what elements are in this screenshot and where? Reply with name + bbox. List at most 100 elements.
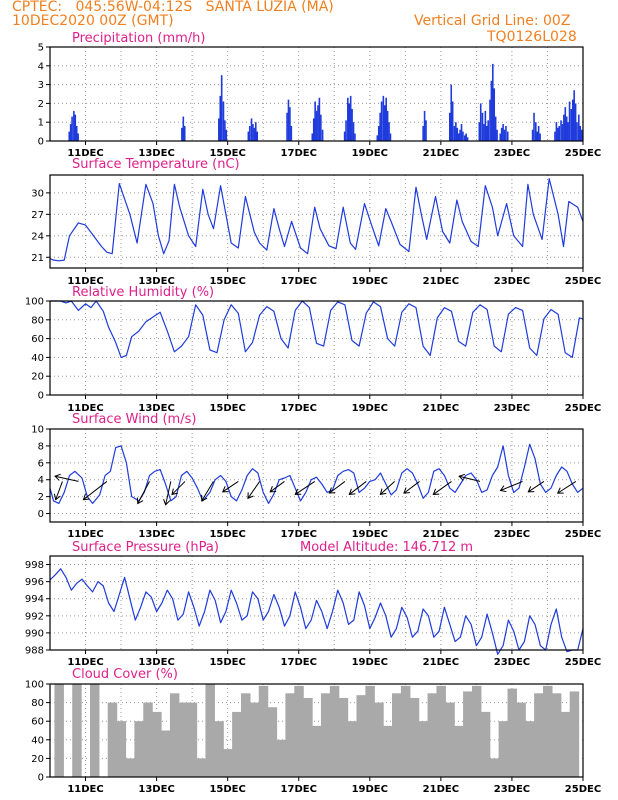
y-tick-label: 6	[38, 458, 44, 469]
precip-bar	[494, 116, 497, 141]
precip-bar	[377, 125, 380, 141]
x-tick-label: 25DEC	[565, 276, 601, 287]
x-tick-label: 15DEC	[209, 657, 245, 668]
precip-bar	[376, 135, 379, 141]
precip-bar	[499, 133, 502, 141]
precip-bar	[537, 125, 540, 141]
precip-bar	[75, 125, 78, 141]
wind-arrow	[171, 481, 186, 495]
x-tick-label: 17DEC	[281, 148, 317, 159]
precip-bar	[256, 131, 259, 141]
cloud-bar	[347, 721, 358, 777]
precip-bar	[460, 124, 463, 141]
wind-arrowhead	[136, 497, 144, 505]
precip-bar	[463, 135, 466, 141]
plot-frame	[49, 300, 584, 396]
y-tick-label: 80	[31, 698, 44, 709]
x-tick-label: 13DEC	[138, 529, 174, 540]
precip-bar	[502, 124, 504, 141]
wind-arrowhead	[163, 499, 171, 506]
precip-bar	[555, 122, 558, 141]
x-tick-label: 23DEC	[494, 403, 530, 414]
precip-bar	[312, 118, 315, 141]
precip-bar	[459, 129, 461, 141]
wind-arrow	[137, 481, 150, 504]
y-tick-label: 30	[31, 188, 44, 199]
cloud-bar	[409, 697, 420, 777]
pressure-line	[49, 568, 584, 655]
header-line1-right: Vertical Grid Line: 00Z	[414, 13, 571, 29]
precip-bar	[248, 125, 251, 141]
precip-bar	[320, 114, 322, 141]
precip-bar	[580, 129, 583, 141]
x-tick-label: 25DEC	[565, 657, 601, 668]
cloud-bar	[400, 685, 411, 777]
x-tick-label: 11DEC	[67, 657, 103, 668]
precip-bar	[380, 101, 383, 141]
precip-bar	[455, 122, 457, 141]
precip-bar	[466, 137, 469, 141]
cloud-bar	[223, 749, 233, 777]
precip-bar	[457, 133, 460, 141]
model-altitude-annotation: Model Altitude: 146.712 m	[300, 540, 473, 555]
wind-arrow	[459, 475, 481, 482]
cloud-bar	[551, 693, 562, 777]
y-tick-label: 994	[25, 594, 44, 605]
precip-bar	[493, 88, 496, 141]
wind-arrow	[55, 481, 63, 500]
precip-bar	[576, 122, 578, 141]
precip-bar	[352, 122, 355, 141]
plot-frame	[49, 46, 584, 142]
y-tick-label: 988	[25, 646, 44, 657]
wind-arrow	[54, 475, 79, 482]
cloud-bar	[249, 702, 260, 777]
plot-frame	[49, 555, 584, 651]
precip-bar	[379, 112, 381, 141]
cloud-bar	[356, 695, 366, 777]
precip-bar	[383, 105, 386, 141]
wind-arrow	[201, 481, 214, 502]
precip-bar	[535, 122, 537, 141]
wind-arrowhead	[403, 487, 410, 494]
cloud-bar	[152, 711, 162, 777]
wind-arrowhead	[221, 486, 229, 493]
x-tick-label: 17DEC	[281, 276, 317, 287]
precip-bar	[485, 125, 488, 141]
precip-bar	[351, 109, 353, 141]
cloud-bar	[294, 685, 304, 777]
wind-arrow	[83, 481, 108, 501]
precip-bar	[453, 125, 456, 141]
cloud-bar	[196, 758, 207, 777]
wind-line	[49, 443, 584, 504]
cloud-bar	[365, 685, 375, 777]
cloud-bar	[534, 693, 544, 777]
precip-bar	[321, 129, 324, 141]
precip-bar	[354, 133, 356, 141]
cloud-bar	[329, 685, 340, 777]
precip-bar	[567, 122, 569, 141]
cloud-bar	[161, 730, 171, 777]
precip-bar	[252, 124, 254, 141]
cloud-bar	[178, 702, 189, 777]
x-tick-label: 23DEC	[494, 276, 530, 287]
plot-frame	[49, 174, 584, 269]
y-tick-label: 990	[25, 628, 44, 639]
wind-arrowhead	[54, 473, 61, 481]
precip-bar	[423, 110, 426, 141]
precip-bar	[449, 112, 451, 141]
precip-bar	[68, 131, 71, 141]
y-tick-label: 5	[38, 43, 44, 54]
x-tick-label: 23DEC	[494, 529, 530, 540]
wind-arrowhead	[527, 486, 535, 493]
x-tick-label: 13DEC	[138, 784, 174, 795]
y-tick-label: 0	[38, 137, 44, 148]
wind-arrowhead	[556, 487, 564, 494]
wind-arrowhead	[171, 488, 178, 496]
cloud-bar	[258, 685, 269, 777]
precip-bar	[506, 131, 509, 141]
cloud-bar	[240, 693, 251, 777]
precip-bar	[181, 127, 183, 141]
precip-bar	[450, 84, 453, 141]
cloud-cover-panel: 0 20 40 60 80 100 11DEC 13DEC 15DEC 17DEC 19DEC 21D…	[25, 667, 601, 795]
